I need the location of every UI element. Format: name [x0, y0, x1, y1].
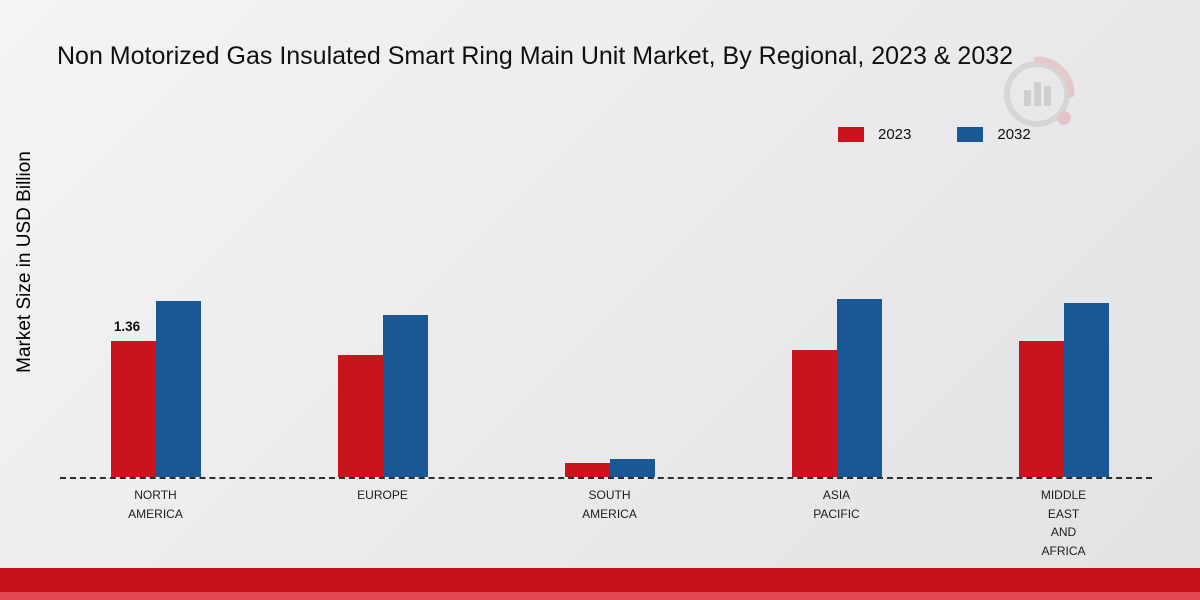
company-logo-icon: [1004, 56, 1075, 127]
legend-label-2023: 2023: [878, 126, 912, 143]
bar-2023-south-america: [564, 463, 610, 477]
x-axis-label-asia-pacific: ASIA PACIFIC: [813, 488, 860, 521]
bar-2032-middle-east-and-africa: [1063, 303, 1109, 477]
bar-2023-north-america: [110, 341, 156, 477]
watermark-logo: [995, 52, 1079, 141]
footer-red-band: [0, 568, 1200, 592]
bar-2032-europe: [382, 315, 428, 477]
x-axis-label-europe: EUROPE: [357, 488, 408, 502]
bar-2032-north-america: [155, 301, 201, 477]
legend: 2023 2032: [838, 126, 1031, 143]
bar-2032-south-america: [609, 459, 655, 477]
chart-title: Non Motorized Gas Insulated Smart Ring M…: [57, 42, 1014, 70]
bar-2023-middle-east-and-africa: [1018, 341, 1064, 477]
legend-item-2032: 2032: [957, 126, 1031, 143]
legend-label-2032: 2032: [997, 126, 1031, 143]
legend-item-2023: 2023: [838, 126, 911, 143]
x-axis-label-middle-east-and-africa: MIDDLE EAST AND AFRICA: [1040, 488, 1087, 558]
bar-2032-asia-pacific: [836, 299, 882, 477]
data-label-2023-north-america: 1.36: [113, 319, 141, 334]
x-axis-label-south-america: SOUTH AMERICA: [582, 488, 637, 521]
x-axis-label-north-america: NORTH AMERICA: [128, 488, 183, 521]
footer-red-band-light: [0, 592, 1200, 600]
bar-2023-asia-pacific: [791, 350, 837, 477]
bar-2023-europe: [337, 355, 383, 477]
legend-swatch-2023: [838, 127, 864, 142]
legend-swatch-2032: [957, 127, 984, 142]
x-axis-line: [60, 477, 1152, 479]
